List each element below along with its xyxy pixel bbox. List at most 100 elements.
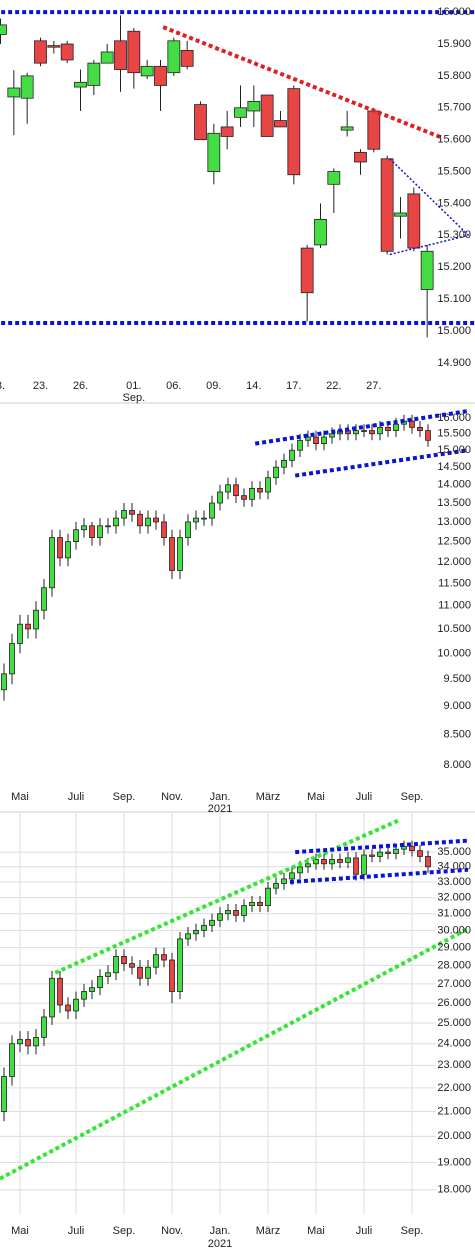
candle-body [313,858,319,865]
candle-body [89,525,95,538]
candle-body [9,1043,15,1077]
candle-body [297,866,303,874]
candle-body [393,423,399,431]
y-tick-label: 12.500 [437,535,471,547]
candle-body [121,956,127,965]
candle-body [201,924,207,931]
x-period-label: 2021 [208,803,232,815]
candle-body [273,466,279,479]
trend-line [0,926,469,1181]
x-tick-label: 09. [206,380,221,392]
candle-body [161,954,167,961]
candle-body [361,430,367,432]
y-tick-label: 31.000 [437,908,471,920]
candle-body [241,495,247,500]
x-tick-label: Juli [68,1225,85,1237]
x-tick-label: Mai [307,791,325,803]
candle-body [1,673,7,691]
candle-body [17,1039,23,1045]
candle-body [177,537,183,571]
candle-body [234,107,247,118]
candle-body [65,541,71,559]
x-tick-label: 26. [73,380,88,392]
x-tick-label: März [256,791,280,803]
y-tick-label: 10.000 [437,647,471,659]
candle-body [129,510,135,515]
y-tick-label: 33.000 [437,876,471,888]
candle-body [60,43,74,61]
y-tick-label: 32.000 [437,892,471,904]
candle-body [249,901,255,907]
candle-body [225,910,231,915]
trend-line [295,838,469,855]
candle-body [113,517,119,527]
candle-body [321,436,327,444]
y-tick-label: 14.500 [437,461,471,473]
x-tick-label: Juli [356,791,373,803]
candle-body [305,436,311,441]
candle-body [337,858,343,863]
x-tick-label: Mai [11,1225,29,1237]
y-tick-label: 15.400 [437,197,471,209]
x-tick-label: 14. [246,380,261,392]
candle-body [321,858,327,865]
candle-body [81,991,87,1000]
candle-body [417,850,423,857]
candle-body [385,851,391,854]
y-tick-label: 34.000 [437,861,471,873]
candle-body [137,966,143,979]
candle-body [367,110,381,150]
candle-body [305,863,311,868]
candle-body [420,250,434,290]
candle-body [145,517,151,527]
candle-body [209,919,215,926]
y-tick-label: 13.000 [437,516,471,528]
x-tick-label: Nov. [161,791,183,803]
candle-body [281,459,287,468]
candle-body [377,851,383,857]
plot-area [0,813,469,1215]
x-tick-label: 22. [326,380,341,392]
candle-body [65,1004,71,1012]
candle-body [41,587,47,611]
y-tick-label: 15.700 [437,102,471,114]
candle-body [313,436,319,444]
x-tick-label: Jan. [210,1225,231,1237]
y-tick-label: 24.000 [437,1038,471,1050]
y-tick-label: 22.000 [437,1082,471,1094]
trend-line [54,817,401,975]
candle-body [425,856,431,868]
candle-body [409,420,415,428]
candle-body [260,94,274,137]
candle-body [425,430,431,441]
y-tick-label: 20.000 [437,1130,471,1142]
plot-area [1,409,469,701]
candle-body [273,883,279,889]
y-tick-label: 21.000 [437,1105,471,1117]
candle-body [97,525,103,538]
x-tick-label: 8. [0,380,5,392]
y-tick-label: 15.000 [437,325,471,337]
y-tick-label: 15.500 [437,165,471,177]
x-tick-label: Sep. [401,791,424,803]
y-tick-label: 15.200 [437,261,471,273]
x-tick-label: 27. [366,380,381,392]
candle-body [185,933,191,940]
candle-body [41,1016,47,1038]
candle-body [129,963,135,968]
candle-body [209,502,215,519]
y-tick-label: 14.900 [437,357,471,369]
candle-body [201,517,207,520]
candle-body [353,430,359,435]
candle-body [369,854,375,857]
candle-body [193,929,199,935]
candle-body [385,426,391,431]
candle-body [233,910,239,916]
candle-body [74,81,87,88]
y-tick-label: 26.000 [437,997,471,1009]
x-period-label: 2021 [208,1238,232,1250]
x-tick-label: Jan. [210,791,231,803]
y-tick-label: 15.100 [437,293,471,305]
